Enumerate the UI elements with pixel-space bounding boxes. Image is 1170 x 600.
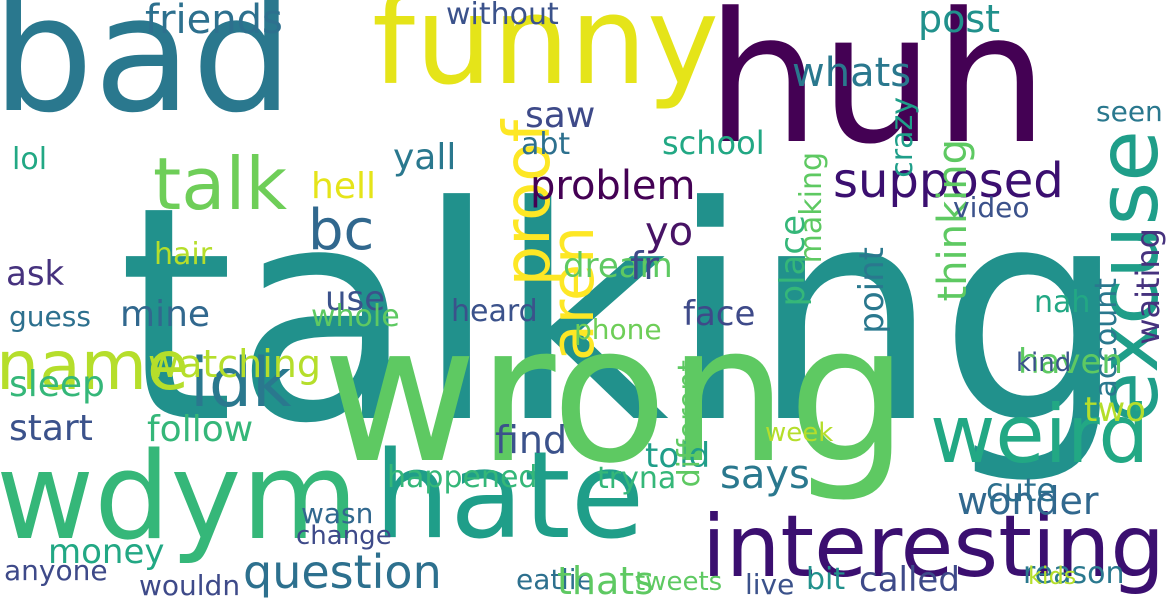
word-71: haven [1018, 342, 1123, 382]
word-61: dream [563, 246, 673, 286]
word-8: weird [930, 388, 1150, 481]
word-45: lie [561, 563, 594, 596]
word-5: hate [374, 427, 645, 566]
word-7: interesting [702, 497, 1165, 597]
word-42: tweets [635, 567, 723, 597]
word-3: bad [0, 0, 294, 148]
word-25: post [918, 0, 1001, 41]
word-16: wonder [957, 479, 1099, 523]
word-64: school [662, 124, 765, 162]
word-53: abt [521, 127, 571, 162]
word-20: bc [308, 198, 375, 263]
word-29: follow [147, 409, 254, 450]
word-78: change [296, 521, 392, 551]
word-68: wasn [301, 497, 374, 530]
word-41: called [859, 560, 960, 600]
word-39: tryna [597, 461, 677, 496]
word-76: live [745, 568, 795, 600]
word-33: whole [311, 299, 400, 334]
word-23: friends [145, 0, 283, 43]
word-75: thats [557, 559, 654, 600]
word-18: find [495, 418, 568, 462]
word-74: kind [1016, 348, 1072, 378]
word-38: reason [1023, 556, 1125, 591]
word-65: nah [1034, 285, 1091, 320]
word-30: start [9, 408, 93, 449]
word-77: bit [806, 562, 846, 597]
word-52: saw [525, 95, 596, 136]
word-62: phone [574, 313, 662, 346]
word-79: wouldn [139, 569, 241, 600]
word-19: says [720, 452, 810, 498]
word-4: funny [372, 0, 720, 112]
word-17: problem [530, 163, 696, 209]
word-47: guess [9, 300, 91, 333]
word-2: huh [706, 0, 1049, 184]
word-40: kids [1028, 562, 1077, 590]
word-36: point [852, 247, 892, 334]
word-6: wdym [0, 428, 359, 567]
word-22: happened [387, 460, 538, 495]
word-24: whats [792, 50, 912, 96]
word-43: watching [148, 342, 322, 386]
word-46: eat [516, 563, 562, 596]
word-51: hell [311, 166, 376, 207]
word-32: use [325, 279, 386, 319]
word-48: ask [6, 254, 65, 294]
word-34: heard [451, 294, 538, 329]
word-10: supposed [833, 153, 1064, 209]
word-1: wrong [322, 284, 909, 505]
word-69: different [672, 360, 707, 488]
word-44: told [645, 436, 711, 476]
word-54: yall [393, 137, 457, 178]
word-67: cute [986, 471, 1057, 509]
word-59: waiting [1129, 228, 1167, 345]
word-12: name [0, 327, 189, 406]
word-26: sleep [9, 364, 105, 405]
word-66: seen [1096, 95, 1163, 128]
word-27: money [48, 532, 165, 572]
word-49: hair [154, 237, 213, 272]
word-0: talking [118, 143, 1127, 488]
word-35: face [683, 294, 756, 334]
word-63: place [773, 215, 813, 307]
word-80: video [953, 191, 1030, 224]
word-72: fr [630, 244, 660, 288]
word-28: anyone [4, 554, 108, 587]
word-13: idk [190, 344, 292, 423]
word-73: without [446, 0, 559, 32]
word-31: mine [120, 294, 211, 335]
word-21: yo [645, 209, 694, 255]
word-37: two [1084, 390, 1146, 430]
word-70: week [765, 418, 834, 448]
word-15: question [243, 545, 442, 599]
word-60: crazy [885, 97, 920, 178]
word-50: lol [12, 142, 48, 177]
word-11: talk [153, 142, 288, 226]
